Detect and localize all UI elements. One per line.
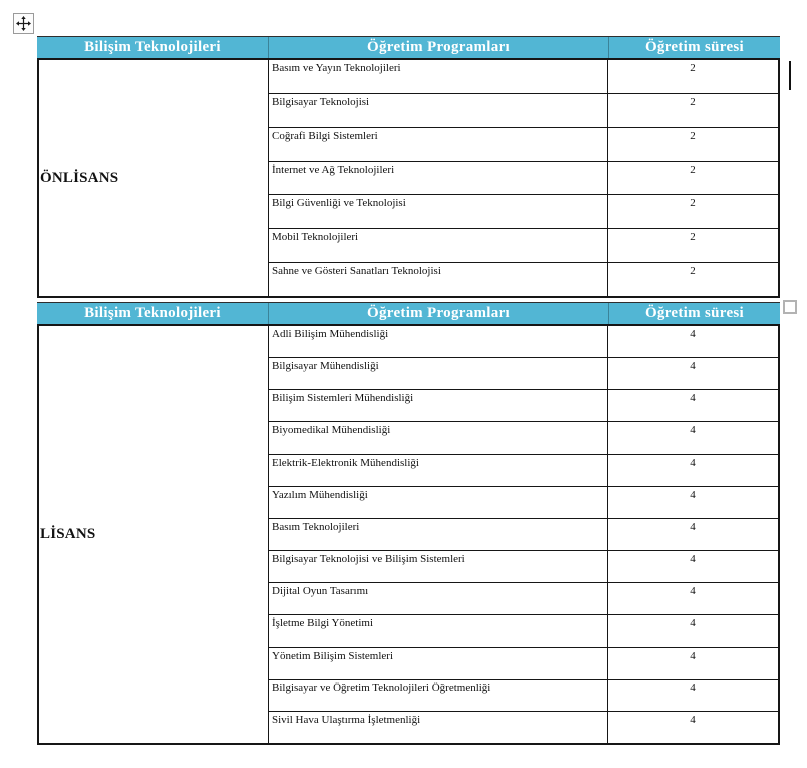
header-cell-ogretim-programlari[interactable]: Öğretim Programları — [268, 37, 608, 58]
table-row: Basım Teknolojileri 4 — [269, 518, 778, 552]
lisans-table: Bilişim Teknolojileri Öğretim Programlar… — [37, 302, 780, 745]
table-row: Mobil Teknolojileri 2 — [269, 229, 778, 264]
program-cell[interactable]: Sivil Hava Ulaştırma İşletmenliği — [269, 711, 608, 744]
duration-cell[interactable]: 2 — [690, 129, 696, 142]
duration-cell[interactable]: 4 — [690, 392, 696, 405]
program-cell[interactable]: Coğrafi Bilgi Sistemleri — [269, 127, 608, 161]
duration-cell[interactable]: 4 — [690, 681, 696, 694]
program-cell[interactable]: Biyomedikal Mühendisliği — [269, 422, 608, 454]
program-cell[interactable]: İnternet ve Ağ Teknolojileri — [269, 161, 608, 195]
header-cell-ogretim-programlari[interactable]: Öğretim Programları — [268, 303, 608, 324]
table-row: Sivil Hava Ulaştırma İşletmenliği 4 — [269, 711, 778, 744]
duration-cell[interactable]: 4 — [690, 456, 696, 469]
table-move-handle[interactable] — [13, 13, 34, 34]
table-row: Bilgisayar Mühendisliği 4 — [269, 358, 778, 391]
table-row: İşletme Bilgi Yönetimi 4 — [269, 615, 778, 648]
onlisans-table: Bilişim Teknolojileri Öğretim Programlar… — [37, 36, 780, 298]
table-row: Bilgisayar Teknolojisi ve Bilişim Sistem… — [269, 551, 778, 584]
header-cell-ogretim-suresi[interactable]: Öğretim süresi — [608, 37, 780, 58]
table-row: Yazılım Mühendisliği 4 — [269, 486, 778, 519]
table-row: Bilgisayar ve Öğretim Teknolojileri Öğre… — [269, 679, 778, 712]
program-cell[interactable]: Sahne ve Gösteri Sanatları Teknolojisi — [269, 263, 608, 297]
table-row: Bilgisayar Teknolojisi 2 — [269, 93, 778, 128]
program-cell[interactable]: Yönetim Bilişim Sistemleri — [269, 647, 608, 679]
table-row: Bilişim Sistemleri Mühendisliği 4 — [269, 390, 778, 423]
program-cell[interactable]: Bilgi Güvenliği ve Teknolojisi — [269, 195, 608, 229]
program-cell[interactable]: Basım ve Yayın Teknolojileri — [269, 60, 608, 93]
table-row: Bilgi Güvenliği ve Teknolojisi 2 — [269, 195, 778, 230]
table-row: Biyomedikal Mühendisliği 4 — [269, 422, 778, 455]
table-row: Elektrik-Elektronik Mühendisliği 4 — [269, 454, 778, 487]
program-cell[interactable]: Adli Bilişim Mühendisliği — [269, 326, 608, 358]
onlisans-rows: Basım ve Yayın Teknolojileri 2 Bilgisayar … — [269, 60, 778, 297]
duration-cell[interactable]: 2 — [690, 197, 696, 210]
table-row: Yönetim Bilişim Sistemleri 4 — [269, 647, 778, 680]
table-row: Adli Bilişim Mühendisliği 4 — [269, 326, 778, 359]
duration-cell[interactable]: 4 — [690, 520, 696, 533]
table-row: İnternet ve Ağ Teknolojileri 2 — [269, 161, 778, 196]
duration-cell[interactable]: 4 — [690, 360, 696, 373]
program-cell[interactable]: Bilgisayar ve Öğretim Teknolojileri Öğre… — [269, 679, 608, 711]
duration-cell[interactable]: 4 — [690, 488, 696, 501]
duration-cell[interactable]: 2 — [690, 231, 696, 244]
text-caret — [789, 61, 791, 90]
program-cell[interactable]: Dijital Oyun Tasarımı — [269, 583, 608, 615]
table-row: Sahne ve Gösteri Sanatları Teknolojisi 2 — [269, 263, 778, 297]
level-cell-lisans[interactable]: LİSANS — [39, 326, 269, 743]
lisans-header-row: Bilişim Teknolojileri Öğretim Programlar… — [37, 302, 780, 324]
onlisans-header-row: Bilişim Teknolojileri Öğretim Programlar… — [37, 36, 780, 58]
move-icon — [16, 16, 31, 31]
duration-cell[interactable]: 4 — [690, 649, 696, 662]
duration-cell[interactable]: 2 — [690, 265, 696, 278]
program-cell[interactable]: Basım Teknolojileri — [269, 518, 608, 551]
duration-cell[interactable]: 4 — [690, 328, 696, 340]
level-cell-onlisans[interactable]: ÖNLİSANS — [39, 60, 269, 296]
program-cell[interactable]: Bilgisayar Teknolojisi — [269, 93, 608, 127]
program-cell[interactable]: Bilgisayar Teknolojisi ve Bilişim Sistem… — [269, 551, 608, 583]
duration-cell[interactable]: 2 — [690, 95, 696, 108]
duration-cell[interactable]: 4 — [690, 617, 696, 630]
program-cell[interactable]: Yazılım Mühendisliği — [269, 486, 608, 518]
duration-cell[interactable]: 4 — [690, 424, 696, 437]
table-row: Basım ve Yayın Teknolojileri 2 — [269, 60, 778, 94]
duration-cell[interactable]: 2 — [690, 163, 696, 176]
table-row: Coğrafi Bilgi Sistemleri 2 — [269, 127, 778, 162]
duration-cell[interactable]: 4 — [690, 553, 696, 566]
program-cell[interactable]: Elektrik-Elektronik Mühendisliği — [269, 454, 608, 486]
duration-cell[interactable]: 2 — [690, 62, 696, 74]
header-cell-bilisim-teknolojileri[interactable]: Bilişim Teknolojileri — [84, 39, 221, 55]
lisans-body: LİSANS Adli Bilişim Mühendisliği 4 Bilgisa… — [37, 324, 780, 745]
table-resize-handle[interactable] — [783, 300, 797, 314]
program-cell[interactable]: İşletme Bilgi Yönetimi — [269, 615, 608, 647]
program-cell[interactable]: Bilgisayar Mühendisliği — [269, 358, 608, 390]
duration-cell[interactable]: 4 — [690, 585, 696, 598]
header-cell-ogretim-suresi[interactable]: Öğretim süresi — [608, 303, 780, 324]
duration-cell[interactable]: 4 — [690, 713, 696, 726]
program-cell[interactable]: Mobil Teknolojileri — [269, 229, 608, 263]
program-cell[interactable]: Bilişim Sistemleri Mühendisliği — [269, 390, 608, 422]
header-cell-bilisim-teknolojileri[interactable]: Bilişim Teknolojileri — [84, 305, 221, 321]
lisans-rows: Adli Bilişim Mühendisliği 4 Bilgisayar Müh… — [269, 326, 778, 744]
table-row: Dijital Oyun Tasarımı 4 — [269, 583, 778, 616]
onlisans-body: ÖNLİSANS Basım ve Yayın Teknolojileri 2 Bi… — [37, 58, 780, 298]
